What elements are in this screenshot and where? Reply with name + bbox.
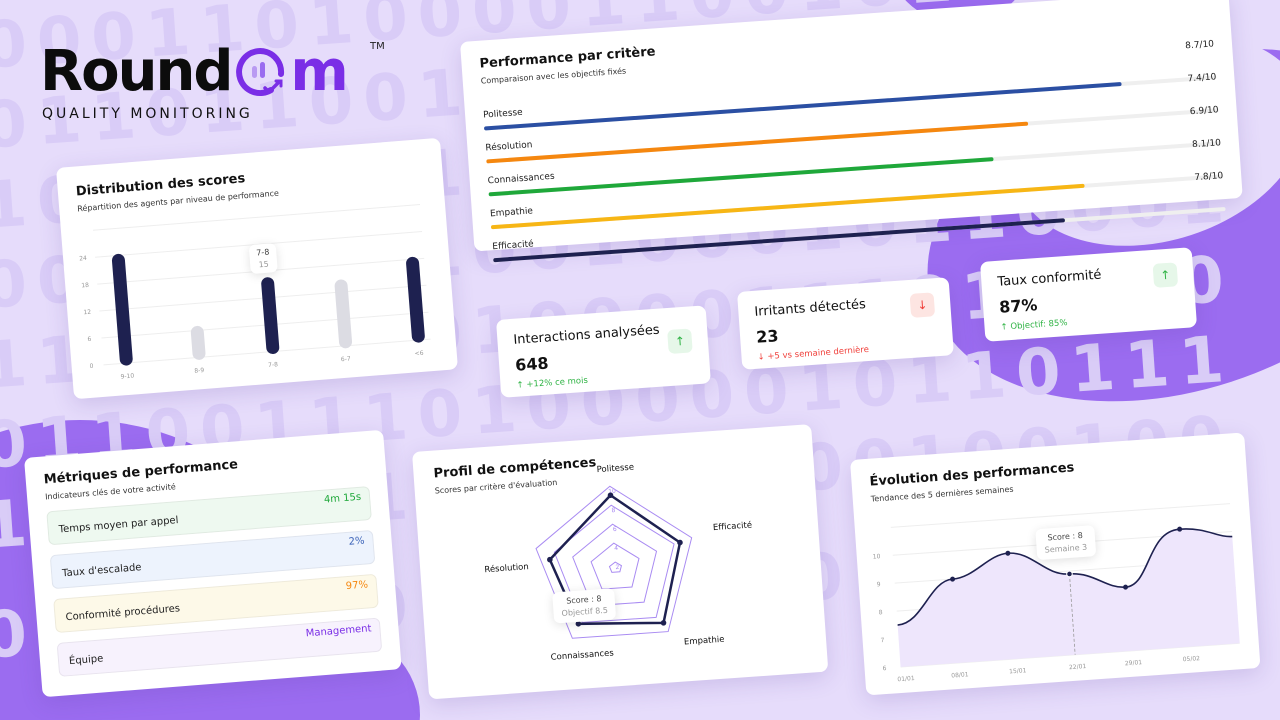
logo-wordmark: Round (40, 39, 233, 104)
svg-text:8: 8 (878, 609, 882, 616)
kpi-title: Taux conformité (996, 267, 1102, 290)
tooltip-guide (1069, 573, 1076, 655)
line-chart: 6 7 8 9 10 01/01 08/01 15/01 22/01 29/01… (873, 503, 1240, 683)
metric-label: Conformité procédures (65, 603, 181, 624)
svg-text:08/01: 08/01 (951, 671, 969, 679)
svg-text:4: 4 (614, 545, 618, 552)
logo-q-icon (235, 46, 287, 98)
line-points (950, 526, 1183, 590)
logo-tagline: QUALITY MONITORING (42, 106, 253, 122)
bar-6-7 (334, 279, 353, 349)
criterion-value: 7.8/10 (1194, 171, 1224, 184)
svg-text:10: 10 (873, 553, 881, 561)
brand-logo: Round m TM QUALITY MONITORING (40, 39, 385, 123)
criterion-label: Résolution (485, 140, 533, 154)
y-axis-ticks: 0 6 12 18 24 (79, 255, 94, 370)
metric-label: Temps moyen par appel (58, 515, 179, 536)
skills-radar-card: Profil de compétences Scores par critère… (412, 424, 829, 700)
arrow-down-icon: ↓ (909, 292, 936, 318)
svg-text:05/02: 05/02 (1183, 655, 1201, 663)
bar-7-8 (261, 277, 280, 355)
kpi-title: Interactions analysées (512, 322, 661, 348)
metric-label: Équipe (68, 653, 104, 668)
svg-text:22/01: 22/01 (1069, 663, 1087, 671)
tooltip-objective: Objectif 8.5 (561, 605, 609, 618)
performance-trend-card: Évolution des performances Tendance des … (850, 432, 1261, 696)
criterion-value: 8.1/10 (1191, 138, 1222, 151)
trend-tooltip: Score : 8 Semaine 3 (1035, 525, 1096, 561)
svg-text:24: 24 (79, 255, 87, 263)
metric-label: Taux d'escalade (61, 562, 142, 580)
svg-text:0: 0 (89, 363, 94, 370)
svg-text:15/01: 15/01 (1009, 667, 1027, 675)
radar-points (547, 492, 683, 627)
svg-text:6: 6 (87, 336, 92, 343)
radar-series (548, 493, 682, 626)
svg-text:6: 6 (882, 665, 886, 672)
svg-text:8: 8 (611, 507, 615, 514)
criterion-label: Politesse (482, 107, 524, 121)
svg-text:12: 12 (83, 309, 91, 317)
ring-labels: 10 8 6 4 2 (608, 488, 620, 571)
svg-text:18: 18 (81, 282, 89, 290)
criterion-value: 6.9/10 (1189, 105, 1219, 118)
svg-text:9: 9 (877, 581, 881, 588)
svg-text:7: 7 (880, 637, 884, 644)
svg-text:8-9: 8-9 (194, 367, 205, 375)
radar-tooltip: Score : 8 Objectif 8.5 (552, 588, 617, 624)
radar-chart: 10 8 6 4 2 (535, 485, 693, 639)
kpi-title: Irritants détectés (753, 297, 867, 320)
bar-lt6 (406, 256, 425, 343)
svg-text:9-10: 9-10 (120, 373, 134, 381)
metric-value: 4m 15s (323, 491, 362, 506)
metric-value: Management (305, 623, 372, 640)
kpi-card-conformity: Taux conformité 87% ↑ Objectif: 85% ↑ (980, 247, 1198, 342)
tooltip-label: 7-8 (255, 247, 270, 258)
criterion-label: Connaissances (487, 171, 555, 187)
criterion-label: Empathie (489, 206, 534, 220)
arrow-up-icon: ↑ (1152, 262, 1179, 288)
y-axis-ticks: 6 7 8 9 10 (873, 553, 887, 672)
logo-wordmark-m: m (290, 39, 348, 104)
criterion-value: 7.4/10 (1187, 72, 1217, 85)
svg-text:6-7: 6-7 (341, 355, 352, 363)
svg-text:6: 6 (613, 526, 617, 533)
bars (111, 253, 425, 366)
metric-value: 2% (348, 535, 365, 548)
svg-text:2: 2 (615, 564, 619, 571)
criterion-label: Efficacité (492, 239, 535, 253)
x-axis-labels: 9-10 8-9 7-8 6-7 <6 (120, 350, 424, 381)
tooltip-score: Score : 8 (565, 594, 602, 606)
svg-text:10: 10 (608, 488, 616, 496)
bar-chart: 0 6 12 18 24 9-10 8-9 7-8 6-7 <6 (79, 204, 431, 381)
kpi-card-irritants: Irritants détectés 23 ↓ +5 vs semaine de… (737, 277, 954, 370)
tooltip-score: Score : 8 (1047, 530, 1084, 543)
svg-text:7-8: 7-8 (268, 361, 279, 369)
score-distribution-card: Distribution des scores Répartition des … (56, 137, 459, 400)
bar-9-10 (111, 253, 133, 366)
radar-grid (535, 485, 693, 639)
svg-text:<6: <6 (414, 350, 424, 358)
bar-tooltip: 7-8 15 (248, 242, 278, 275)
x-axis-labels: 01/01 08/01 15/01 22/01 29/01 05/02 (897, 655, 1200, 683)
metric-value: 97% (345, 579, 369, 593)
svg-text:29/01: 29/01 (1125, 659, 1143, 667)
kpi-card-interactions: Interactions analysées 648 ↑ +12% ce moi… (496, 305, 711, 398)
performance-criteria-card: Performance par critère Comparaison avec… (460, 0, 1243, 263)
svg-text:01/01: 01/01 (897, 675, 915, 683)
bar-8-9 (190, 325, 206, 360)
tooltip-value: 15 (258, 259, 270, 270)
tooltip-week: Semaine 3 (1044, 542, 1088, 555)
criterion-value: 8.7/10 (1184, 39, 1215, 52)
performance-metrics-card: Métriques de performance Indicateurs clé… (24, 429, 402, 698)
area-fill (897, 528, 1240, 667)
arrow-up-icon: ↑ (667, 328, 693, 355)
trademark-symbol: TM (370, 41, 385, 52)
